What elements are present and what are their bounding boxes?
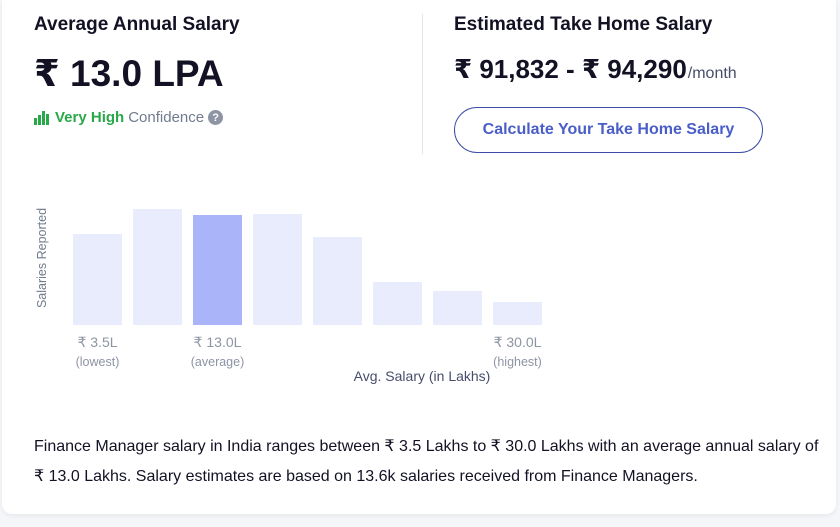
- chart-tick-label: ₹ 3.5L (lowest): [76, 334, 120, 369]
- chart-bar: [313, 237, 362, 325]
- chart-bar: [133, 209, 182, 325]
- tick-value: ₹ 13.0L: [193, 334, 242, 350]
- take-home-range: ₹ 91,832 - ₹ 94,290: [454, 54, 687, 84]
- chart-bar: [433, 291, 482, 325]
- chart-bar: [373, 282, 422, 325]
- salary-description: Finance Manager salary in India ranges b…: [34, 438, 819, 485]
- chart-bar: [253, 214, 302, 325]
- take-home-value: ₹ 91,832 - ₹ 94,290 /month: [454, 54, 737, 85]
- chart-y-axis-label: Salaries Reported: [35, 207, 49, 309]
- section-divider: [422, 14, 423, 154]
- calculate-take-home-button[interactable]: Calculate Your Take Home Salary: [454, 107, 763, 153]
- tick-caption: (highest): [493, 355, 542, 369]
- salary-card: Average Annual Salary ₹ 13.0 LPA Very Hi…: [2, 0, 836, 514]
- chart-tick-label: ₹ 13.0L (average): [191, 334, 245, 369]
- tick-caption: (average): [190, 355, 245, 369]
- tick-caption: (lowest): [75, 355, 120, 369]
- take-home-period: /month: [687, 65, 737, 82]
- confidence-label: Confidence: [128, 109, 205, 126]
- chart-x-axis-label: Avg. Salary (in Lakhs): [353, 368, 491, 384]
- confidence-bars-icon: [34, 110, 49, 125]
- confidence-level: Very High: [55, 109, 125, 126]
- take-home-title: Estimated Take Home Salary: [454, 14, 713, 35]
- confidence-indicator: Very High Confidence ?: [34, 109, 224, 126]
- help-icon[interactable]: ?: [208, 110, 224, 125]
- average-salary-value: ₹ 13.0 LPA: [34, 53, 224, 94]
- chart-tick-label: ₹ 30.0L (highest): [493, 334, 542, 369]
- tick-value: ₹ 30.0L: [493, 334, 542, 350]
- chart-bar: [73, 234, 122, 325]
- average-salary-title: Average Annual Salary: [34, 14, 240, 35]
- chart-bar: [493, 302, 542, 325]
- tick-value: ₹ 3.5L: [77, 334, 118, 350]
- chart-bar: [193, 215, 242, 325]
